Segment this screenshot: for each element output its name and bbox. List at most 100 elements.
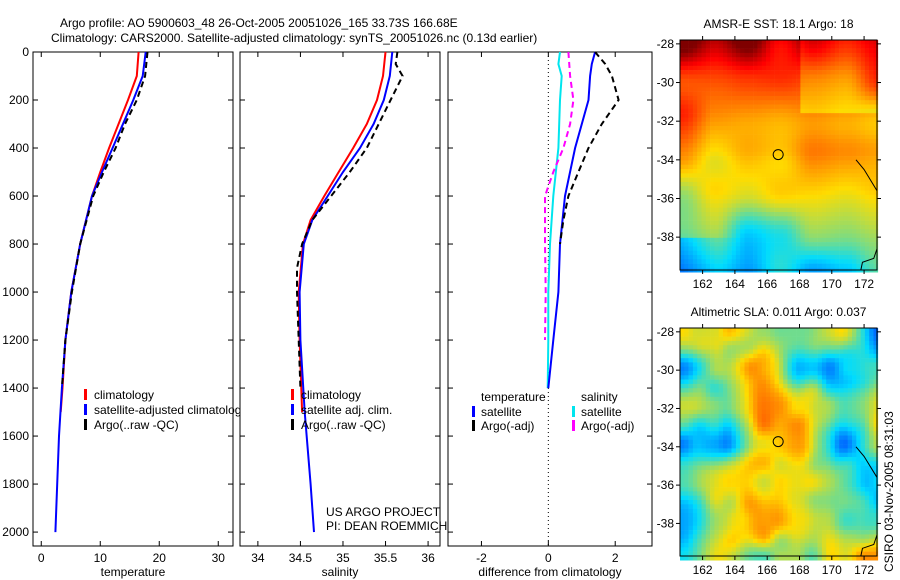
legend-swatch [291,404,294,415]
map-cell [723,212,728,217]
map-cell [761,345,767,350]
map-cell [821,448,827,453]
map-cell [839,551,844,557]
map-cell [701,181,707,187]
map-cell [705,70,711,75]
map-cell [834,538,840,544]
map-cell [770,164,775,170]
map-cell [757,40,762,45]
map-cell [834,504,840,509]
map-cell [860,332,866,337]
map-cell [714,181,719,187]
map-cell [860,461,866,466]
map-cell [774,229,780,234]
map-cell [791,216,797,221]
map-cell [744,151,750,157]
map-cell [714,242,719,247]
map-cell [710,478,715,484]
map-cell [748,147,754,153]
map-cell [727,95,732,101]
map-cell [731,487,737,492]
map-cell [804,444,810,449]
map-cell [826,495,831,501]
map-cell [839,371,844,376]
map-cell [753,474,758,479]
map-cell [843,156,848,161]
map-cell [847,147,853,153]
map-cell [723,426,728,432]
map-cell [710,134,715,140]
map-cell [766,349,771,355]
map-cell [684,465,689,471]
map-cell [710,461,715,466]
map-cell [727,358,732,363]
map-cell [856,104,861,110]
map-cell [856,401,861,406]
map-cell [710,396,715,402]
map-cell [761,469,767,475]
map-cell [847,203,853,208]
map-cell [796,224,801,230]
map-cell [697,186,702,191]
map-cell [796,108,801,114]
map-cell [740,500,745,505]
map-cell [813,336,818,342]
map-cell [852,448,857,453]
map-cell [778,525,784,531]
map-cell [817,426,823,432]
map-cell [787,78,793,84]
map-cell [783,414,788,419]
map-cell [727,91,732,97]
map-cell [821,194,827,200]
map-cell [723,138,728,144]
map-cell [856,224,861,230]
map-cell [727,44,732,49]
map-cell [796,457,801,462]
map-cell [680,246,685,251]
map-cell [727,203,732,208]
map-cell [817,512,823,518]
map-cell [826,388,831,393]
map-cell [869,229,874,234]
map-cell [834,401,840,406]
map-cell [834,65,840,71]
map-cell [692,388,698,393]
map-cell [821,199,827,204]
map-cell [740,444,745,449]
map-cell [774,482,780,488]
map-cell [723,482,728,488]
map-cell [731,362,737,367]
map-cell [688,345,694,350]
map-cell [856,508,861,514]
map-cell [705,439,711,445]
map-cell [774,40,780,45]
map-cell [731,478,737,484]
map-cell [723,491,728,496]
map-cell [843,358,848,363]
map-cell [791,521,797,527]
map-cell [731,332,737,337]
map-cell [860,491,866,496]
map-cell [727,199,732,204]
map-cell [839,439,844,445]
map-cell [684,130,689,135]
map-cell [821,108,827,114]
map-cell [748,500,754,505]
map-cell [804,250,810,256]
map-cell [761,181,767,187]
map-cell [864,138,870,144]
map-cell [852,199,857,204]
map-cell [705,500,711,505]
map-cell [718,138,724,144]
map-cell [791,422,797,428]
map-cell [723,40,728,45]
map-cell [710,216,715,221]
map-cell [856,409,861,415]
map-cell [761,108,767,114]
map-cell [860,396,866,402]
map-cell [813,44,818,49]
map-cell [813,547,818,552]
map-cell [731,431,737,436]
map-cell [766,78,771,84]
map-cell [757,57,762,62]
